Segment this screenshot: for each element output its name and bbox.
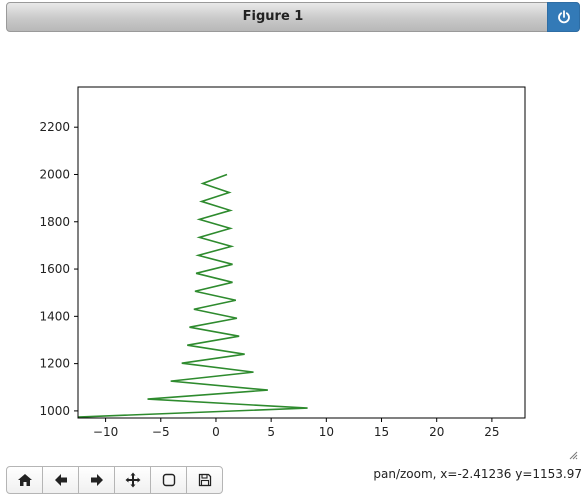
save-button[interactable] <box>186 466 223 494</box>
y-tick-label: 1200 <box>39 357 70 371</box>
y-tick-label: 1000 <box>39 404 70 418</box>
plot-area <box>77 86 526 419</box>
status-readout: pan/zoom, x=-2.41236 y=1153.97 <box>373 467 582 481</box>
forward-button[interactable] <box>78 466 115 494</box>
move-icon <box>125 472 140 488</box>
figure-canvas[interactable]: −10 −5 0 5 10 15 20 25 1000 1200 1400 1600 1800 2000 2… <box>0 36 588 456</box>
window-title: Figure 1 <box>242 9 304 24</box>
arrow-right-icon <box>90 474 103 486</box>
square-icon <box>162 473 175 487</box>
title-bar: Figure 1 <box>6 2 580 32</box>
x-tick-label: 25 <box>484 425 499 439</box>
series-line-0 <box>77 173 308 418</box>
x-tick-label: −10 <box>93 425 118 439</box>
y-tick-label: 1400 <box>39 309 70 323</box>
axes-frame <box>77 86 526 419</box>
y-tick-label: 2200 <box>39 120 70 134</box>
floppy-icon <box>198 473 211 487</box>
x-tick-label: 20 <box>429 425 444 439</box>
home-icon <box>17 474 32 486</box>
x-tick-label: 0 <box>212 425 220 439</box>
y-tick-label: 1800 <box>39 215 70 229</box>
pan-button[interactable] <box>114 466 151 494</box>
navigation-toolbar <box>6 466 223 494</box>
x-tick-label: −5 <box>152 425 170 439</box>
x-tick-label: 10 <box>319 425 334 439</box>
power-icon <box>558 10 570 24</box>
zoom-button[interactable] <box>150 466 187 494</box>
home-button[interactable] <box>6 466 43 494</box>
x-tick-label: 5 <box>267 425 275 439</box>
back-button[interactable] <box>42 466 79 494</box>
y-tick-label: 1600 <box>39 262 70 276</box>
arrow-left-icon <box>54 474 67 486</box>
y-tick-label: 2000 <box>39 167 70 181</box>
x-tick-label: 15 <box>374 425 389 439</box>
resize-grip-icon[interactable] <box>568 450 578 460</box>
close-figure-button[interactable] <box>547 2 580 32</box>
